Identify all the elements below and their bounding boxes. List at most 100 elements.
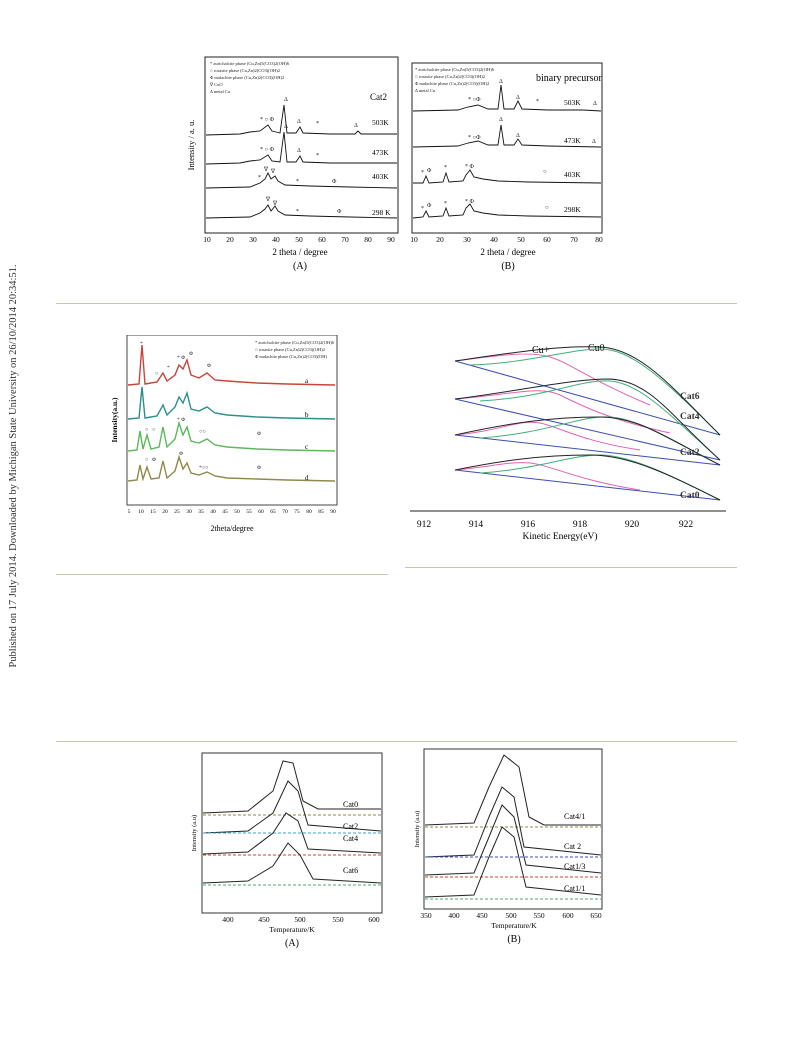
legend-entry: Φ malachite phase (Cu,Zn)2(CO3)(OH)2 — [210, 75, 284, 81]
svg-text:Φ: Φ — [179, 451, 183, 457]
legend-entry: * aurichalcite phase (Cu,Zn)5(CO3)2(OH)6 — [255, 340, 335, 346]
xrd-trace — [205, 104, 397, 136]
svg-text:Δ: Δ — [592, 139, 596, 145]
svg-text:Φ: Φ — [152, 457, 156, 463]
x-axis-label: 2 theta / degree — [480, 247, 535, 257]
svg-text:*: * — [316, 153, 319, 159]
x-tick-label: 914 — [469, 520, 484, 530]
x-tick-label: 350 — [420, 911, 432, 920]
svg-text:○: ○ — [545, 205, 549, 211]
svg-text:○: ○ — [152, 427, 155, 433]
trace-label: Cat6 — [343, 866, 358, 875]
x-tick-label: 65 — [270, 509, 276, 515]
svg-text:* ○ Φ: * ○ Φ — [260, 117, 275, 123]
x-tick-label: 35 — [198, 509, 204, 515]
x-tick-label: 25 — [174, 509, 180, 515]
y-axis-label: Intensity(a.u.) — [110, 397, 119, 443]
x-tick-label: 550 — [332, 915, 344, 924]
trace-label: Cat4 — [680, 412, 700, 422]
svg-text:*○○: *○○ — [199, 465, 208, 471]
trace-label: Cat2 — [343, 822, 358, 831]
svg-text:* Φ: * Φ — [177, 417, 185, 423]
xrd-trace — [127, 420, 336, 452]
x-tick-label: 10 — [138, 509, 144, 515]
svg-text:*: * — [444, 201, 447, 207]
x-axis-label: 2theta/degree — [210, 524, 254, 533]
x-tick-label: 550 — [533, 911, 545, 920]
trace-label: 503K — [564, 98, 581, 107]
svg-text:○: ○ — [145, 427, 148, 433]
xrd-trace — [412, 84, 602, 112]
tpr-trace — [424, 754, 601, 826]
legend-entry: * aurichalcite phase (Cu,Zn)5(CO3)2(OH)6 — [210, 61, 290, 67]
x-tick-label: 55 — [246, 509, 252, 515]
svg-text:Φ: Φ — [257, 431, 261, 437]
svg-text:*: * — [296, 179, 299, 185]
x-tick-label: 20 — [162, 509, 168, 515]
x-tick-label: 70 — [570, 235, 578, 244]
tpr-trace — [202, 780, 382, 834]
y-axis-label: Intensity (a.u) — [414, 811, 421, 847]
x-axis-label: Temperature/K — [269, 925, 315, 934]
legend-entry: ○ rosasite phase (Cu,Zn)2(CO3)(OH)2 — [210, 68, 280, 74]
trace-label: 298 K — [372, 208, 391, 217]
xps-envelope — [454, 346, 721, 436]
xps-envelope — [454, 378, 721, 461]
series-title: Cat2 — [370, 92, 387, 102]
tpr-trace — [424, 826, 602, 898]
svg-text:* ○Φ: * ○Φ — [468, 97, 481, 103]
trace-label: 298K — [564, 205, 581, 214]
svg-text:Φ: Φ — [189, 351, 193, 357]
x-tick-label: 15 — [150, 509, 156, 515]
x-tick-label: 918 — [573, 520, 588, 530]
xps-baseline — [454, 398, 721, 461]
xps-fit-cu-plus — [454, 421, 641, 451]
x-axis-label: Kinetic Energy(eV) — [522, 531, 597, 542]
svg-text:Φ: Φ — [427, 168, 432, 174]
x-tick-label: 10 — [410, 235, 418, 244]
peak-label-cu-plus: Cu+ — [532, 345, 550, 356]
xps-fit-cu-plus — [454, 353, 651, 406]
xrd-trace — [127, 454, 336, 482]
svg-text:*: * — [316, 121, 319, 127]
trace-label: 473K — [372, 148, 389, 157]
svg-text:Δ: Δ — [516, 95, 520, 101]
svg-text:Φ: Φ — [207, 363, 211, 369]
xps-fit-cu-plus — [454, 462, 641, 491]
svg-text:*: * — [167, 365, 170, 371]
svg-text:*: * — [421, 170, 424, 176]
x-tick-label: 5 — [128, 509, 131, 515]
svg-text:Φ: Φ — [427, 203, 432, 209]
svg-text:Δ: Δ — [499, 79, 503, 85]
xps-baseline — [454, 360, 721, 436]
svg-text:Δ: Δ — [284, 124, 288, 130]
svg-text:∇: ∇ — [265, 196, 271, 203]
svg-text:Φ: Φ — [332, 179, 337, 185]
svg-text:○○: ○○ — [199, 429, 206, 435]
tpr-trace — [424, 786, 602, 858]
x-tick-label: 45 — [222, 509, 228, 515]
divider — [56, 574, 388, 575]
xrd-trace — [412, 124, 602, 148]
xps-envelope — [454, 416, 721, 466]
x-tick-label: 40 — [272, 235, 280, 244]
x-tick-label: 450 — [476, 911, 488, 920]
series-title: binary precursor — [536, 73, 602, 84]
legend-entry: ∇ CuO — [209, 82, 223, 87]
x-tick-label: 30 — [186, 509, 192, 515]
peak-label-cu-zero: Cu0 — [588, 343, 605, 354]
svg-text:*: * — [258, 175, 261, 181]
publication-sidebar-note: Published on 17 July 2014. Downloaded by… — [8, 264, 19, 668]
legend-entry: * aurichalcite phase (Cu,Zn)5(CO3)2(OH)6 — [415, 67, 495, 73]
figure-caption: (B) — [501, 261, 514, 272]
svg-text:*: * — [444, 165, 447, 171]
xps-envelope — [454, 454, 721, 501]
x-tick-label: 70 — [282, 509, 288, 515]
figure-caption: (B) — [507, 934, 520, 945]
tpr-trace — [202, 760, 381, 814]
trace-label: Cat1/1 — [564, 884, 585, 893]
x-tick-label: 400 — [448, 911, 460, 920]
x-tick-label: 90 — [330, 509, 336, 515]
svg-text:Δ: Δ — [499, 117, 503, 123]
